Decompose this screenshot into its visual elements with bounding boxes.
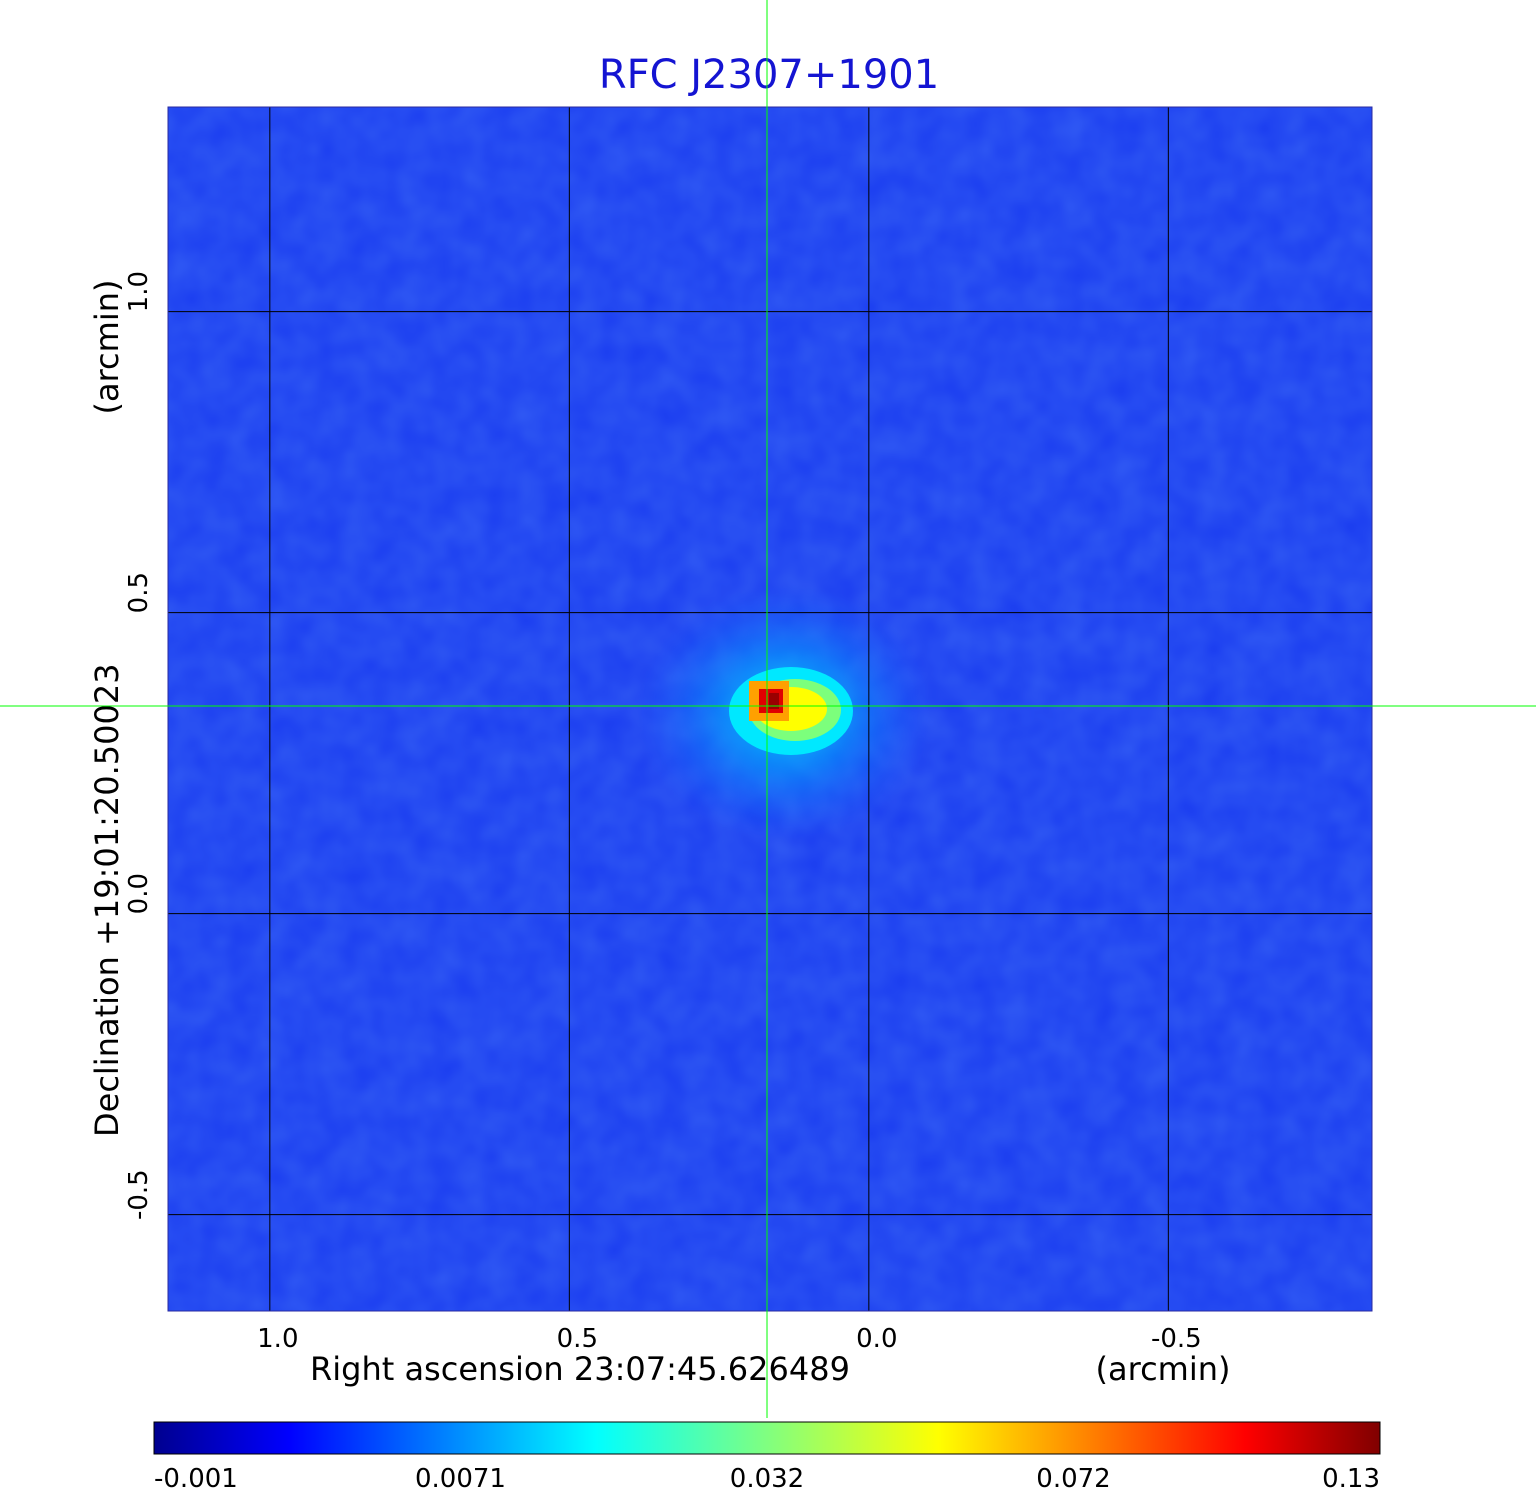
- plot-area: [168, 107, 1372, 1311]
- y-tick-label: 0.5: [124, 572, 154, 613]
- chart-title: RFC J2307+1901: [599, 52, 939, 98]
- grid-lines: [168, 107, 1372, 1311]
- colorbar-tick-labels: -0.001 0.0071 0.032 0.072 0.13: [154, 1464, 1380, 1494]
- colorbar-tick-label: 0.032: [730, 1464, 804, 1494]
- x-tick-label: 0.0: [856, 1324, 897, 1354]
- y-axis-unit: (arcmin): [88, 280, 126, 415]
- colorbar-tick-label: 0.0071: [415, 1464, 506, 1494]
- y-tick-label: -0.5: [124, 1169, 154, 1220]
- x-axis-label: Right ascension 23:07:45.626489: [310, 1350, 850, 1388]
- source-peak-pixel: [768, 692, 779, 709]
- plot-frame: [167, 106, 1373, 1312]
- y-tick-label: 0.0: [124, 873, 154, 914]
- colorbar: [153, 1421, 1381, 1455]
- x-tick-label: -0.5: [1151, 1324, 1202, 1354]
- y-tick-labels: 1.0 0.5 0.0 -0.5: [124, 271, 154, 1220]
- x-tick-label: 0.5: [557, 1324, 598, 1354]
- colorbar-tick-label: -0.001: [154, 1464, 238, 1494]
- colorbar-tick-label: 0.13: [1322, 1464, 1380, 1494]
- y-axis-label: Declination +19:01:20.50023: [88, 663, 126, 1137]
- crosshair: [0, 0, 1536, 1418]
- colorbar-tick-label: 0.072: [1036, 1464, 1110, 1494]
- x-tick-label: 1.0: [257, 1324, 298, 1354]
- x-axis-unit: (arcmin): [1096, 1350, 1231, 1388]
- source-emission: [634, 582, 935, 843]
- y-tick-label: 1.0: [124, 271, 154, 312]
- x-tick-labels: 1.0 0.5 0.0 -0.5: [257, 1324, 1202, 1354]
